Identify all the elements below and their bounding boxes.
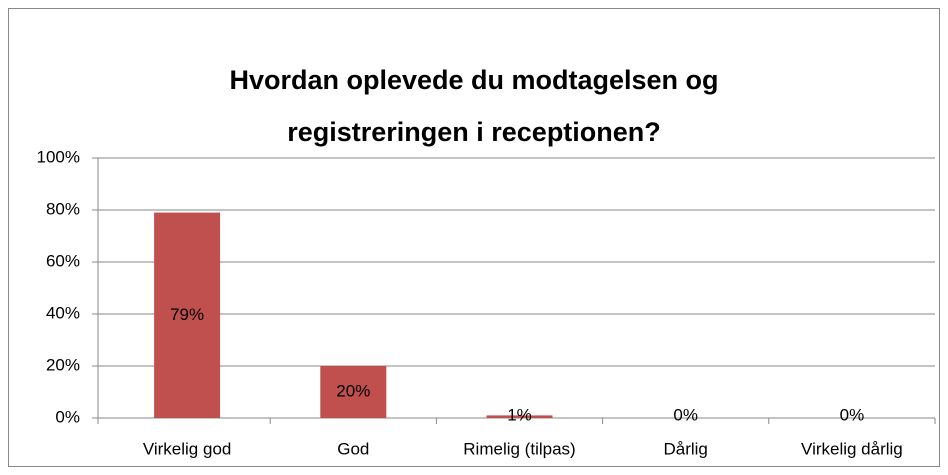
data-label: 0%	[673, 405, 698, 424]
y-tick-label: 60%	[46, 251, 80, 270]
data-label: 0%	[840, 405, 865, 424]
bar	[486, 415, 553, 418]
x-tick-label: Virkelig god	[143, 439, 232, 458]
x-tick-label: God	[337, 439, 369, 458]
x-tick-label: Dårlig	[663, 439, 707, 458]
y-tick-label: 100%	[37, 147, 80, 166]
bar	[320, 366, 387, 418]
y-tick-label: 20%	[46, 355, 80, 374]
chart-title: Hvordan oplevede du modtagelsen og regis…	[229, 65, 719, 147]
bar	[154, 212, 221, 418]
data-label: 20%	[336, 381, 370, 400]
x-tick-label: Virkelig dårlig	[801, 439, 903, 458]
y-tick-label: 0%	[55, 407, 80, 426]
data-label: 1%	[507, 405, 532, 424]
y-tick-label: 40%	[46, 303, 80, 322]
x-tick-label: Rimelig (tilpas)	[463, 439, 575, 458]
y-tick-label: 80%	[46, 199, 80, 218]
data-label: 79%	[170, 305, 204, 324]
